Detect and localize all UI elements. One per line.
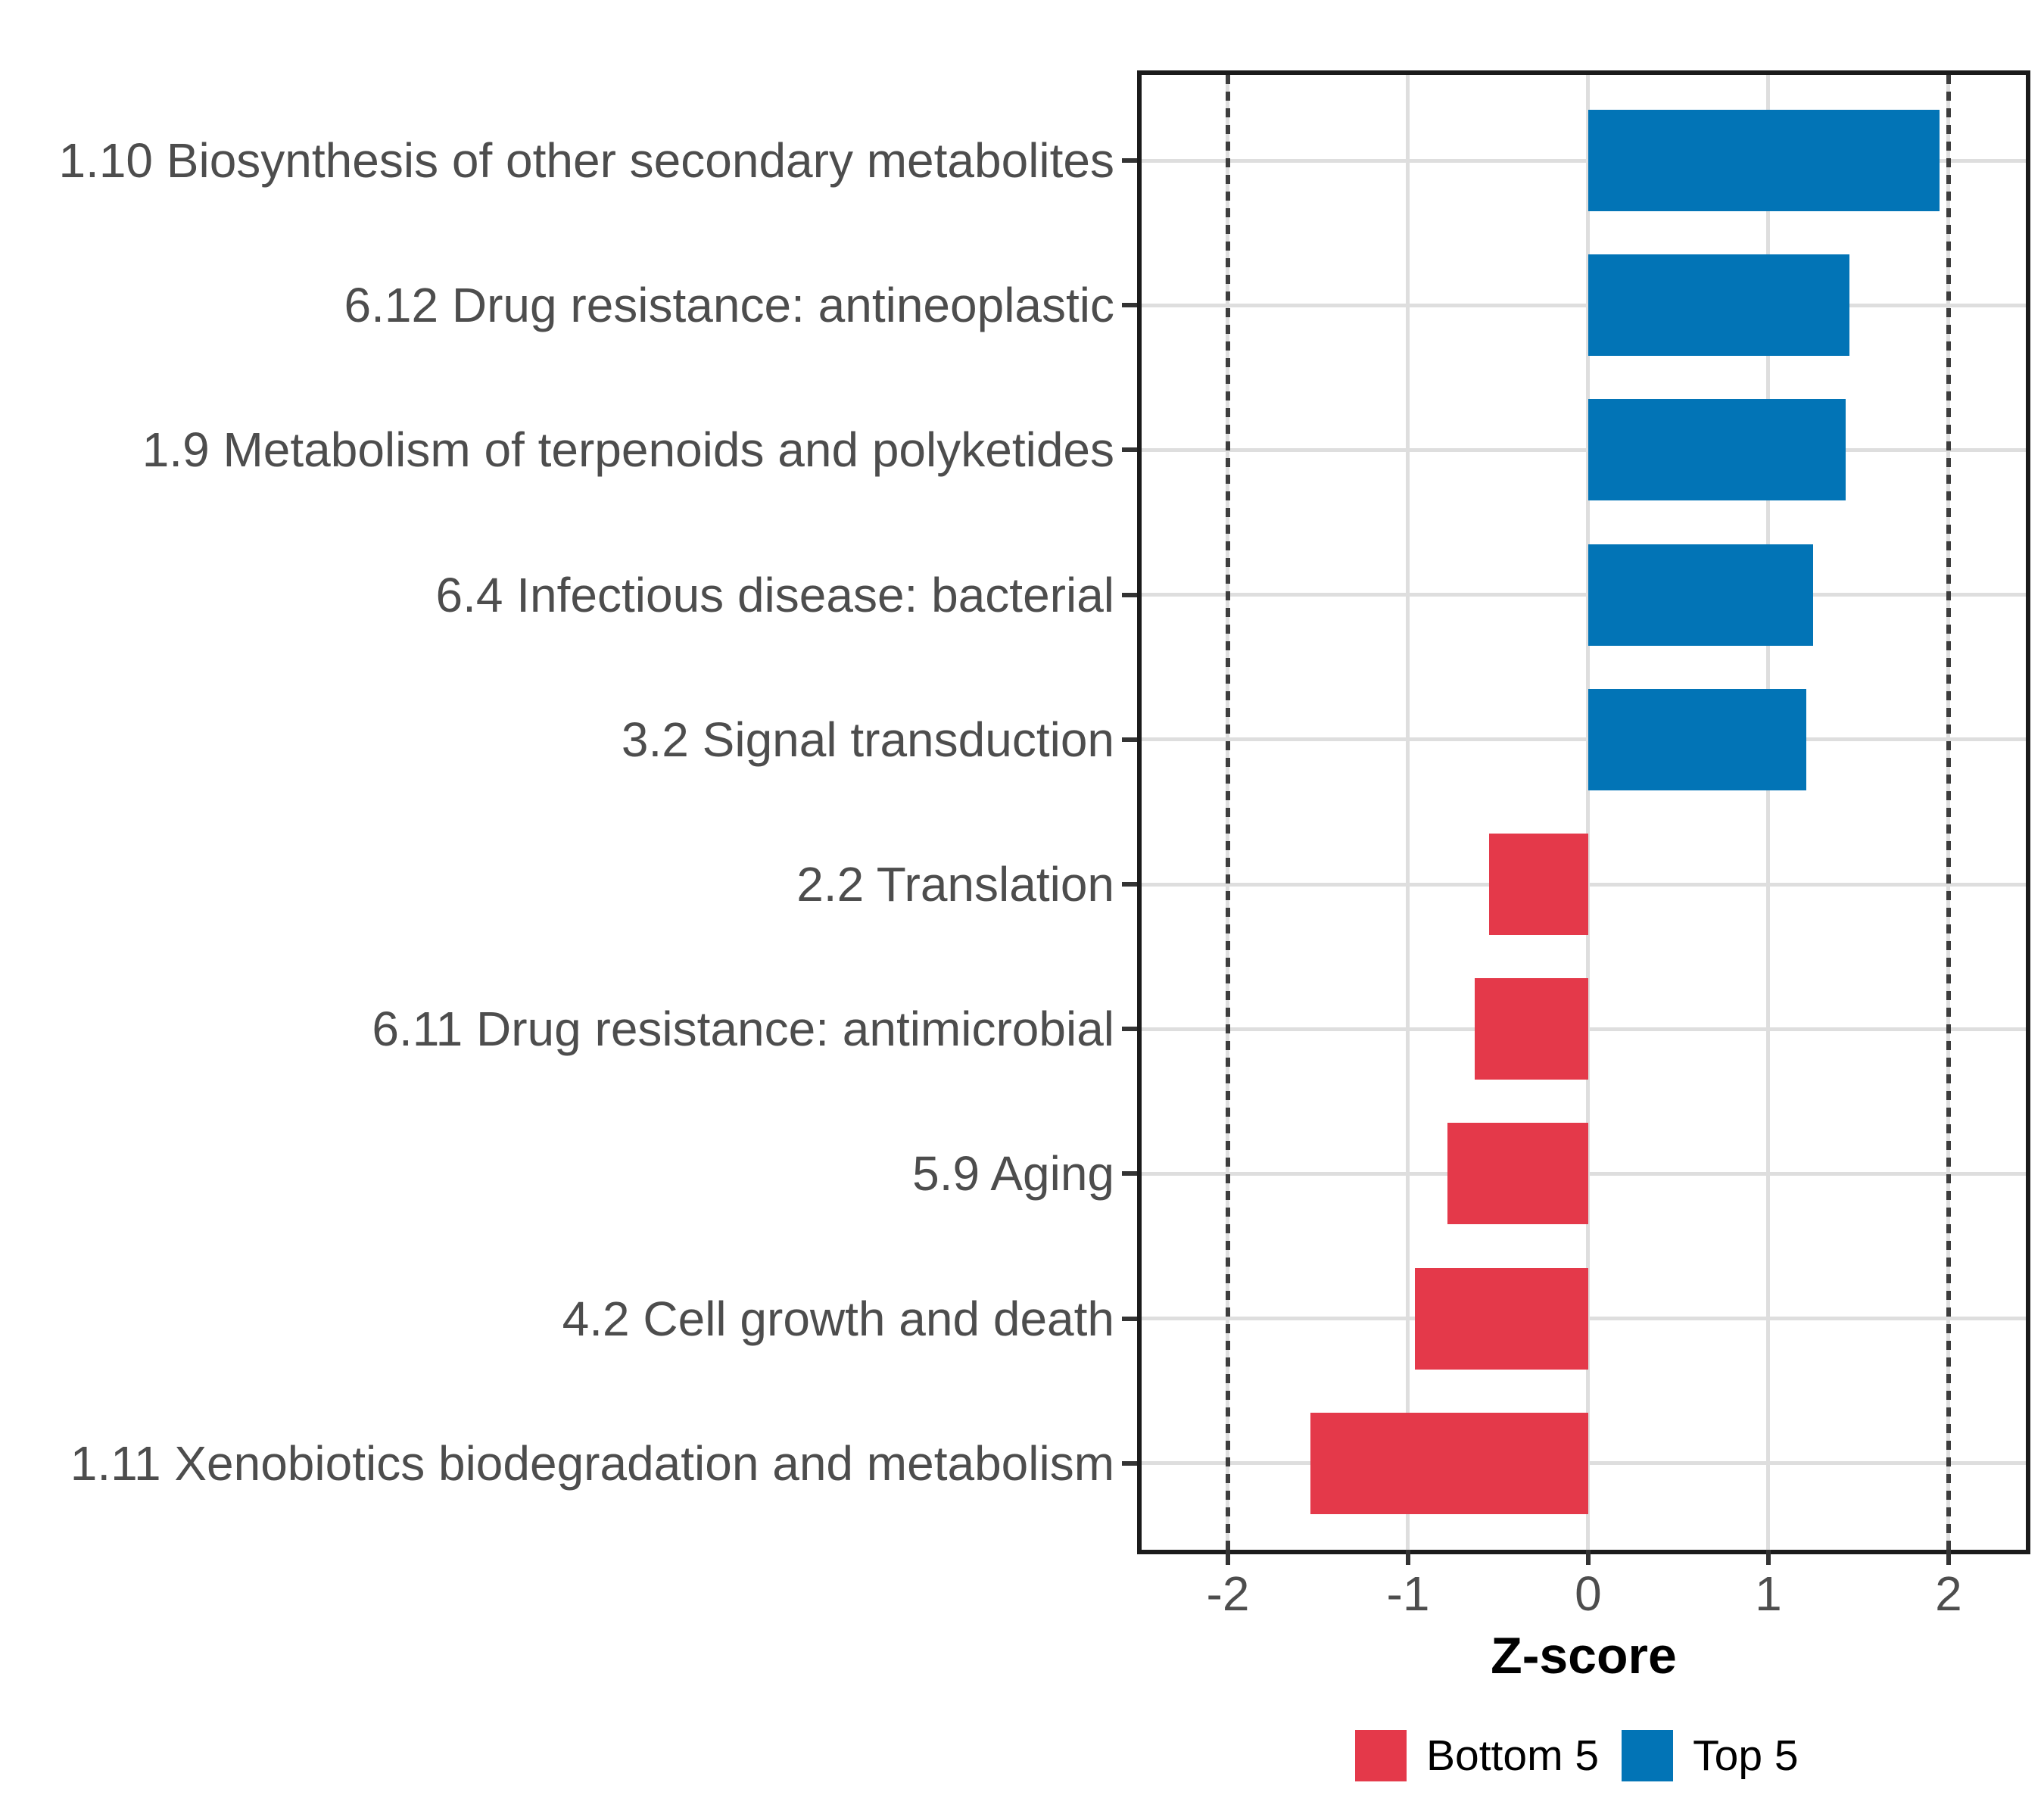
bar-bottom5 <box>1415 1267 1588 1370</box>
x-tick <box>1946 1550 1951 1565</box>
legend-swatch-top5 <box>1622 1730 1674 1781</box>
y-axis-label: 6.12 Drug resistance: antineoplastic <box>344 278 1114 333</box>
y-axis-label: 5.9 Aging <box>912 1146 1114 1201</box>
y-tick <box>1122 303 1137 308</box>
y-axis-label: 1.10 Biosynthesis of other secondary met… <box>58 133 1114 188</box>
reference-line--2 <box>1225 75 1230 1550</box>
bar-bottom5 <box>1447 1123 1588 1225</box>
y-axis-label: 6.4 Infectious disease: bacterial <box>435 567 1114 622</box>
gridline-x-0 <box>1586 75 1591 1550</box>
y-axis-label: 4.2 Cell growth and death <box>562 1291 1114 1346</box>
y-axis-label: 6.11 Drug resistance: antimicrobial <box>372 1002 1114 1057</box>
gridline-row <box>1142 303 2026 307</box>
gridline-x-1 <box>1766 75 1771 1550</box>
y-tick <box>1122 737 1137 742</box>
x-tick <box>1765 1550 1771 1565</box>
x-tick <box>1225 1550 1230 1565</box>
y-tick <box>1122 1027 1137 1032</box>
y-tick <box>1122 1171 1137 1177</box>
gridline-row <box>1142 447 2026 452</box>
legend: Bottom 5 Top 5 <box>1355 1729 1799 1782</box>
y-axis-label: 3.2 Signal transduction <box>621 712 1114 767</box>
plot-panel <box>1137 70 2030 1554</box>
x-tick-label: -1 <box>1386 1566 1430 1621</box>
x-tick <box>1585 1550 1591 1565</box>
y-tick <box>1122 447 1137 453</box>
legend-label-top5: Top 5 <box>1693 1731 1799 1780</box>
bar-top5 <box>1588 110 1940 211</box>
gridline-row <box>1142 158 2026 163</box>
gridline-row <box>1142 593 2026 597</box>
bar-top5 <box>1588 544 1814 646</box>
y-tick <box>1122 1316 1137 1321</box>
gridline-x--1 <box>1406 75 1410 1550</box>
x-tick-label: -2 <box>1206 1566 1250 1621</box>
bar-bottom5 <box>1489 834 1588 935</box>
x-tick-label: 0 <box>1575 1566 1602 1621</box>
y-tick <box>1122 592 1137 597</box>
bar-top5 <box>1588 399 1846 501</box>
x-tick-label: 2 <box>1935 1566 1962 1621</box>
y-axis-label: 2.2 Translation <box>796 857 1114 912</box>
x-tick-label: 1 <box>1755 1566 1782 1621</box>
bar-top5 <box>1588 688 1806 790</box>
gridline-row <box>1142 737 2026 742</box>
x-tick <box>1405 1550 1410 1565</box>
bar-bottom5 <box>1475 978 1588 1080</box>
bar-top5 <box>1588 254 1849 357</box>
y-axis-label: 1.11 Xenobiotics biodegradation and meta… <box>70 1435 1114 1491</box>
legend-label-bottom5: Bottom 5 <box>1426 1731 1600 1780</box>
bar-bottom5 <box>1310 1412 1588 1514</box>
y-tick <box>1122 882 1137 887</box>
legend-swatch-bottom5 <box>1355 1730 1407 1781</box>
reference-line-2 <box>1946 75 1951 1550</box>
x-axis-title: Z-score <box>1491 1627 1677 1685</box>
y-axis-label: 1.9 Metabolism of terpenoids and polyket… <box>142 422 1114 478</box>
y-tick <box>1122 1460 1137 1466</box>
y-tick <box>1122 158 1137 163</box>
